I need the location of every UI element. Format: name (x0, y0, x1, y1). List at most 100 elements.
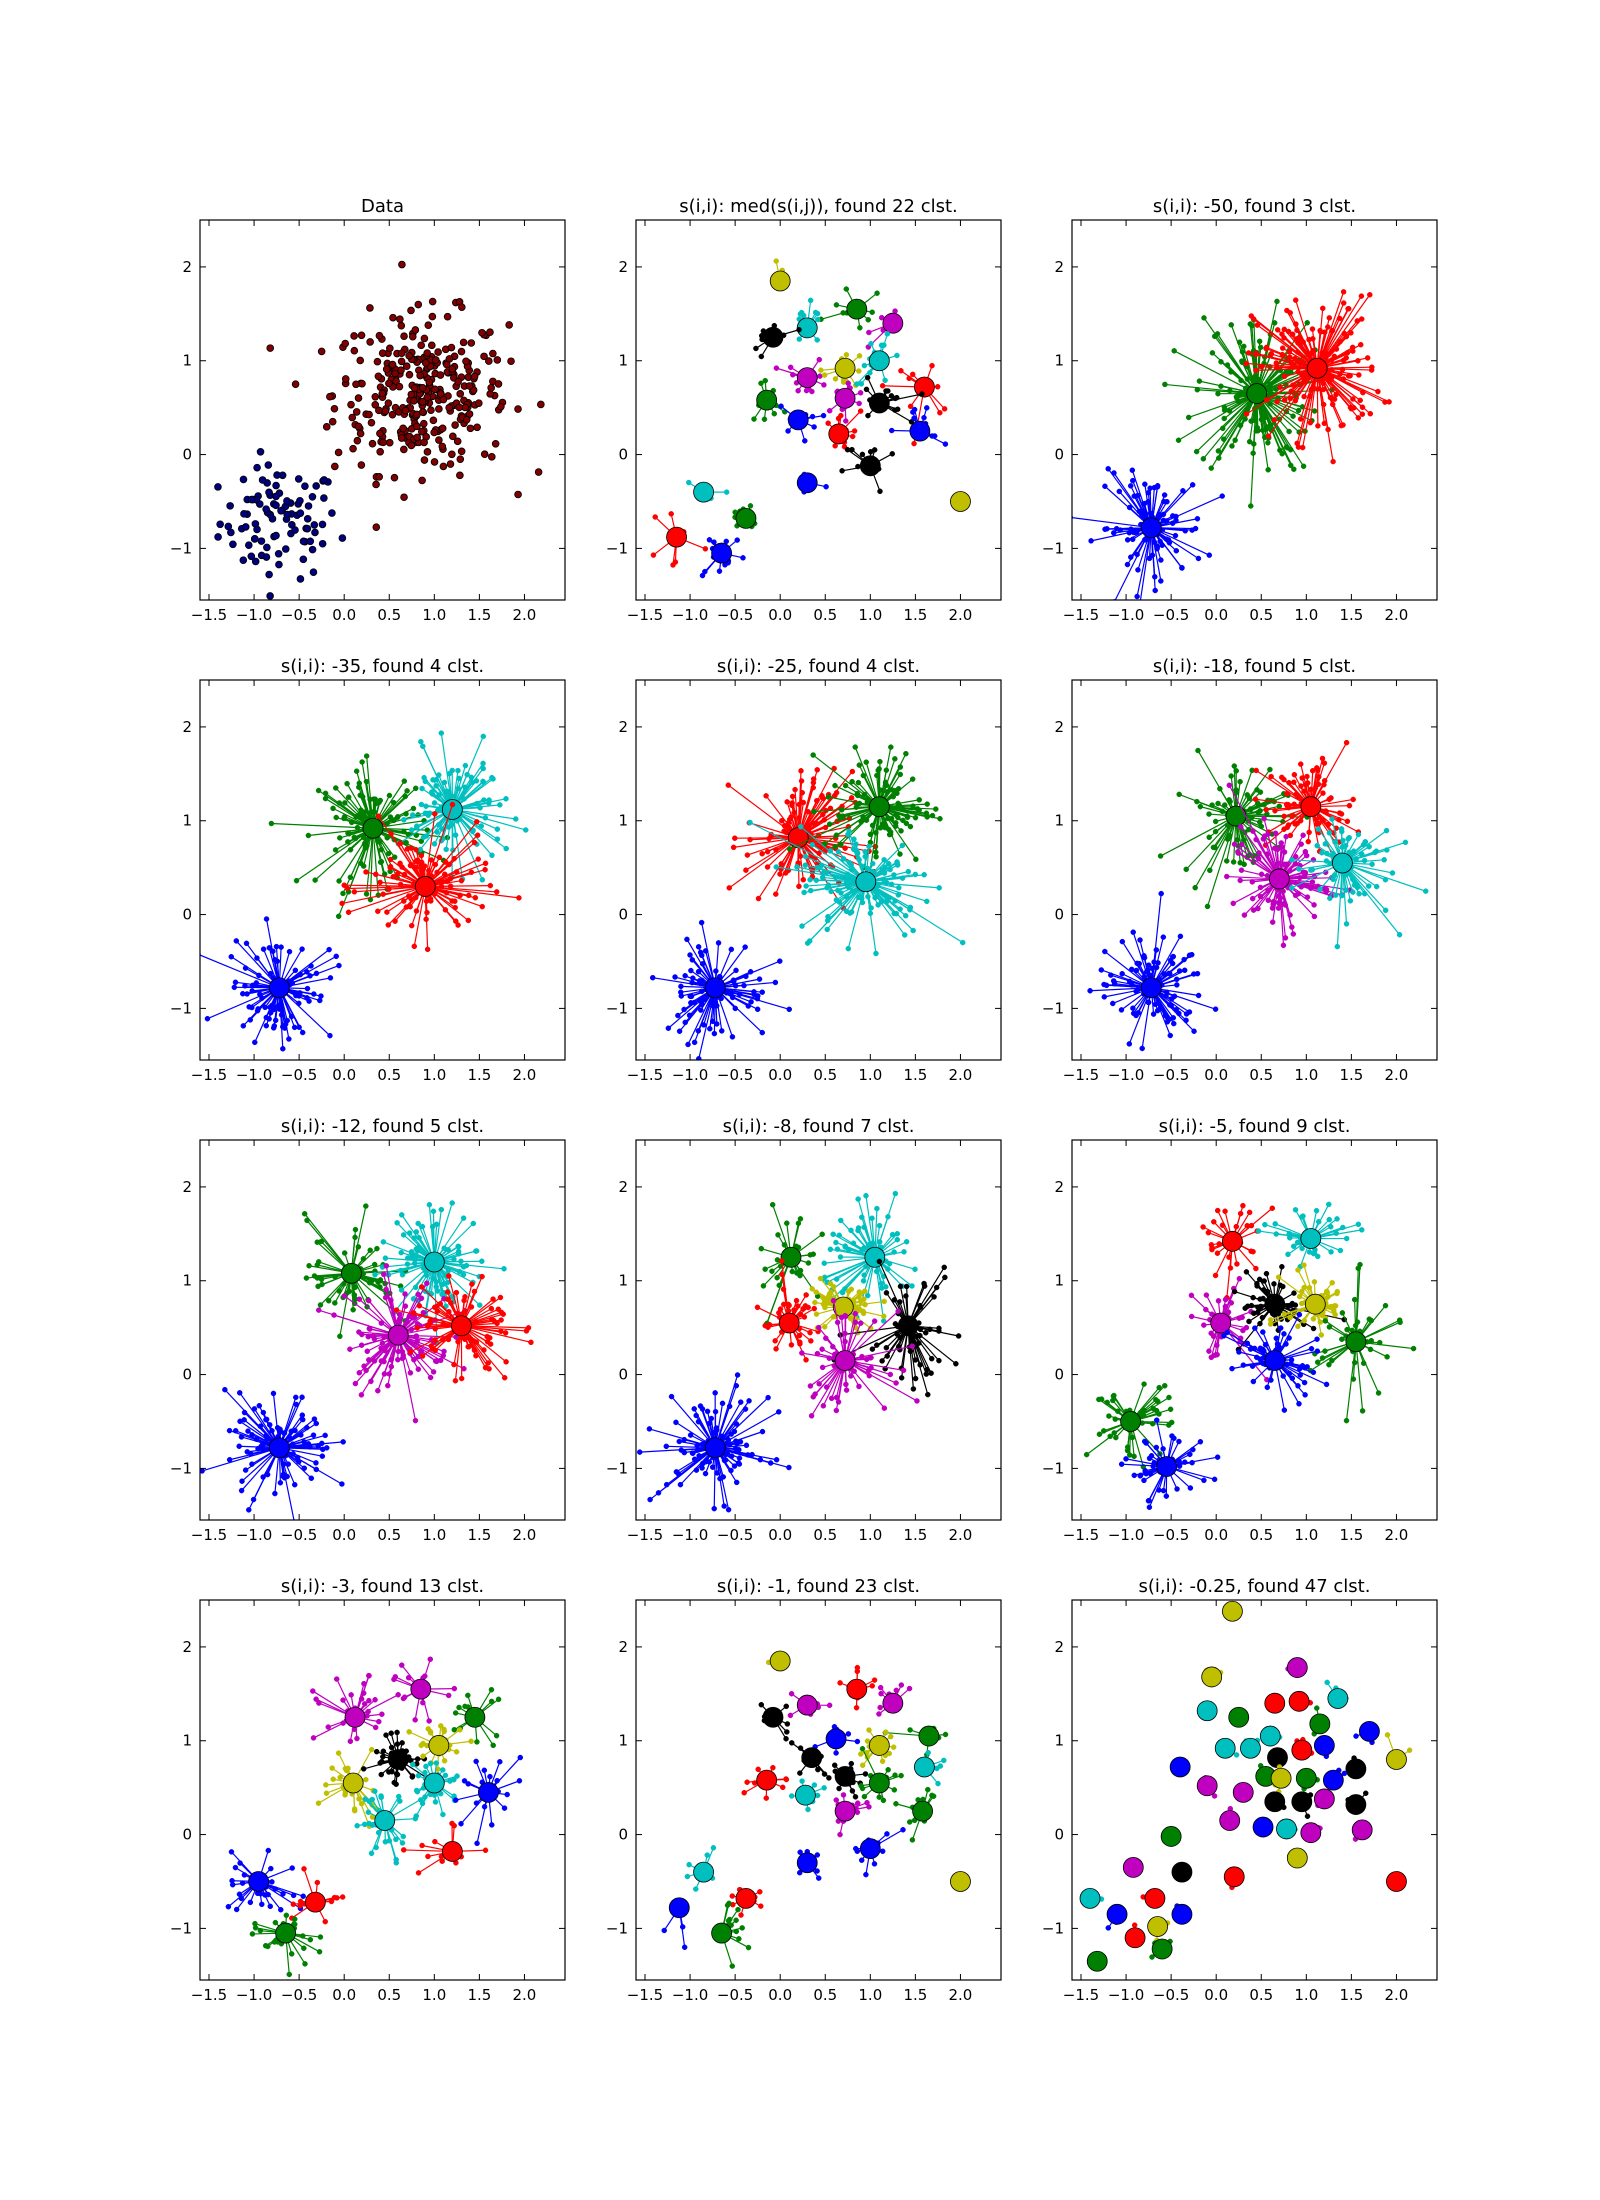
data-point (386, 886, 392, 892)
data-point (682, 1019, 688, 1026)
data-point (1283, 861, 1290, 867)
data-point (457, 892, 463, 899)
data-point (388, 1297, 394, 1303)
data-point (1350, 848, 1357, 854)
data-point (1340, 837, 1346, 844)
data-point (505, 321, 513, 329)
data-point (1194, 798, 1200, 805)
data-point (796, 815, 802, 821)
data-point (429, 791, 436, 797)
data-point (1254, 322, 1261, 328)
data-point (901, 932, 908, 938)
data-point (436, 854, 443, 861)
data-point (845, 884, 852, 891)
y-tick-label: 0 (1054, 906, 1064, 924)
data-point (802, 853, 809, 860)
data-point (224, 522, 233, 531)
data-point (418, 738, 424, 745)
data-point (1381, 857, 1387, 863)
y-tick-label: 0 (618, 906, 628, 924)
data-point (1283, 833, 1289, 840)
data-point (1111, 530, 1117, 536)
axes-frame (1071, 219, 1438, 601)
data-point (652, 514, 658, 520)
data-point (466, 424, 475, 433)
data-point (348, 413, 357, 422)
data-point (412, 1284, 419, 1291)
data-point (413, 422, 421, 431)
data-point (1218, 383, 1224, 390)
data-point (322, 423, 331, 431)
y-tick-label: 0 (1054, 446, 1064, 464)
data-point (1102, 483, 1108, 490)
data-point (1208, 465, 1215, 471)
data-point (537, 400, 545, 409)
data-point (884, 331, 891, 337)
x-tick-label: 0.5 (377, 606, 401, 624)
data-point (379, 1340, 386, 1346)
data-point (1105, 466, 1111, 472)
data-point (301, 482, 309, 490)
data-point (778, 403, 784, 409)
data-point (1291, 771, 1298, 778)
data-point (1204, 903, 1211, 910)
data-point (228, 954, 235, 960)
data-point (891, 872, 897, 878)
data-point (1241, 912, 1248, 918)
data-point (1152, 574, 1158, 580)
data-point (697, 998, 703, 1004)
data-point (782, 829, 789, 835)
data-point (1173, 548, 1180, 554)
data-point (861, 362, 868, 369)
data-point (814, 337, 820, 343)
data-point (936, 885, 942, 891)
data-point (753, 345, 759, 352)
data-point (503, 845, 509, 852)
data-point (272, 1017, 279, 1024)
cluster-edge (809, 881, 867, 942)
data-point (1243, 360, 1250, 367)
data-point (264, 461, 273, 469)
data-point (929, 362, 935, 369)
data-point (356, 1296, 363, 1302)
data-point (1297, 818, 1304, 824)
cluster-edge (1151, 987, 1216, 1010)
data-point (1173, 1007, 1180, 1013)
data-point (1422, 888, 1429, 894)
data-point (1161, 971, 1168, 977)
data-point (388, 1357, 394, 1363)
data-point (241, 523, 250, 531)
data-point (310, 521, 319, 529)
data-point (1300, 370, 1307, 377)
data-point (1329, 401, 1336, 408)
x-tick-label: 0.0 (768, 1066, 792, 1084)
data-point (843, 894, 850, 900)
data-point (1151, 959, 1157, 965)
plot-content (200, 1200, 534, 1520)
data-point (375, 813, 382, 819)
data-point (1301, 363, 1308, 370)
data-point (374, 372, 383, 381)
data-point (1189, 951, 1195, 958)
data-point (442, 859, 449, 865)
data-point (429, 1224, 436, 1230)
data-point (440, 1352, 447, 1359)
y-tick-label: 1 (1054, 812, 1064, 830)
data-point (1373, 883, 1380, 890)
data-point (910, 927, 916, 934)
data-point (1315, 826, 1322, 832)
data-point (848, 866, 855, 873)
cluster-edge (1206, 815, 1237, 907)
data-point (1111, 980, 1118, 987)
data-point (1207, 867, 1213, 874)
data-point (1344, 350, 1351, 356)
data-point (907, 823, 914, 830)
data-point (482, 860, 489, 867)
data-point (1174, 982, 1180, 988)
data-point (486, 797, 492, 803)
data-point (1306, 336, 1312, 343)
data-point (1366, 883, 1372, 889)
data-point (371, 400, 380, 409)
data-point (1258, 871, 1265, 878)
data-point (838, 841, 844, 848)
